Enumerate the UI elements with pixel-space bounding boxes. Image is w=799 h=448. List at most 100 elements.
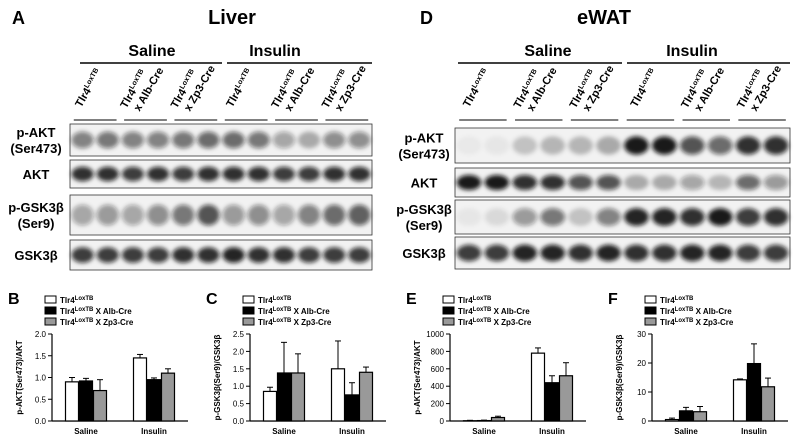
legend-base: Tlr4 (458, 307, 473, 316)
blot-band (71, 204, 94, 226)
blot-band (172, 131, 195, 149)
legend-base: Tlr4 (458, 318, 473, 327)
lane-name: Tlr4LoxTB (461, 67, 492, 109)
blot-band (735, 174, 761, 191)
legend-sup: LoxTB (75, 307, 94, 313)
y-axis-title: p-GSK3β(Ser9)/GSK3β (615, 334, 624, 420)
lane-name-base: Tlr4 (224, 85, 245, 109)
blot-band (172, 247, 195, 263)
panel-letter: B (8, 291, 20, 308)
legend-swatch (442, 317, 455, 326)
blot-band (652, 244, 677, 262)
legend-swatch (644, 295, 657, 304)
blot-band (456, 174, 482, 191)
y-tick-label: 0 (642, 417, 647, 426)
blot-band (707, 136, 733, 155)
blot-band (624, 174, 649, 191)
legend-base: Tlr4 (258, 296, 273, 305)
blot-band (568, 174, 593, 191)
blot-band (763, 244, 789, 262)
blot-band (197, 204, 220, 226)
legend-label: Tlr4LoxTB X Zp3-Cre (60, 318, 134, 327)
blot-band (484, 136, 510, 155)
blot-band (71, 166, 94, 182)
blot-strip (454, 236, 791, 270)
blot-band (735, 208, 761, 226)
bar (64, 381, 80, 422)
blot-band (298, 247, 321, 263)
y-tick-label: 200 (431, 400, 445, 409)
lane-name: Tlr4LoxTB (73, 67, 104, 109)
blot-bands (456, 244, 789, 262)
bar (664, 418, 680, 422)
bar (276, 372, 292, 422)
blot-band (323, 204, 346, 226)
legend-base: Tlr4 (660, 307, 675, 316)
blot-band (197, 166, 220, 182)
blot-band (272, 204, 295, 226)
legend-rest: X Zp3-Cre (291, 318, 332, 327)
group-label: Insulin (666, 43, 718, 60)
panel-letter: D (420, 8, 433, 28)
blot-band (71, 131, 94, 149)
y-tick-label: 1.0 (233, 382, 245, 391)
lane-name-sup: LoxTB (471, 67, 488, 89)
panel-letter: C (206, 291, 218, 308)
legend-sup: LoxTB (75, 296, 94, 302)
blot-band (323, 131, 346, 149)
blot-band (96, 204, 119, 226)
legend-label: Tlr4LoxTB X Zp3-Cre (258, 318, 332, 327)
y-tick-label: 2.5 (233, 330, 245, 339)
blot-band (222, 247, 245, 263)
legend-sup: LoxTB (75, 318, 94, 324)
row-label: p-GSK3β (8, 200, 64, 215)
group-label: Insulin (249, 43, 301, 60)
blot-strip (454, 167, 791, 198)
row-label: (Ser473) (10, 141, 61, 156)
legend-swatch (442, 295, 455, 304)
blot-band (247, 131, 270, 149)
x-tick-label: Insulin (741, 427, 767, 436)
blot-band (272, 131, 295, 149)
blot-band (735, 244, 761, 262)
blot-strip (69, 159, 373, 189)
blot-band (272, 247, 295, 263)
legend-swatch (242, 295, 255, 304)
bar (78, 380, 94, 422)
blot-band (652, 208, 677, 226)
blot-band (323, 247, 346, 263)
legend-sup: LoxTB (675, 307, 694, 313)
bar (132, 357, 148, 422)
legend-base: Tlr4 (660, 318, 675, 327)
blot-bands (71, 131, 371, 149)
lane-label: Tlr4LoxTB (224, 67, 251, 109)
legend-label: Tlr4LoxTB (458, 296, 492, 305)
blot-bands (456, 174, 789, 191)
y-tick-label: 0.5 (35, 395, 47, 404)
blot-band (147, 131, 170, 149)
legend-base: Tlr4 (60, 307, 75, 316)
blot-band (323, 166, 346, 182)
blot-band (512, 174, 538, 191)
legend-sup: LoxTB (675, 296, 694, 302)
blot-band (596, 208, 621, 226)
blot-band (484, 174, 510, 191)
blot-band (298, 166, 321, 182)
row-label: (Ser473) (398, 147, 449, 162)
bar (290, 372, 306, 422)
blot-band (348, 131, 371, 149)
blot-band (735, 136, 761, 155)
lane-label: Tlr4LoxTB (73, 67, 104, 109)
y-tick-label: 600 (431, 365, 445, 374)
blot-band (96, 247, 119, 263)
legend-rest: X Zp3-Cre (491, 318, 532, 327)
panel-title: Liver (208, 7, 256, 29)
y-tick-label: 0.5 (233, 400, 245, 409)
blot-band (484, 244, 510, 262)
legend-rest: X Alb-Cre (491, 307, 530, 316)
lane-name-sup: LoxTB (639, 67, 656, 89)
